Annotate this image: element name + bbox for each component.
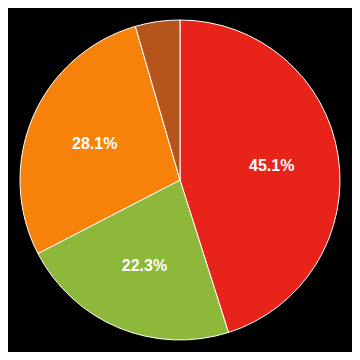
svg-text:45.1%: 45.1%	[249, 157, 294, 174]
svg-text:22.3%: 22.3%	[122, 257, 167, 274]
svg-text:28.1%: 28.1%	[72, 135, 117, 152]
